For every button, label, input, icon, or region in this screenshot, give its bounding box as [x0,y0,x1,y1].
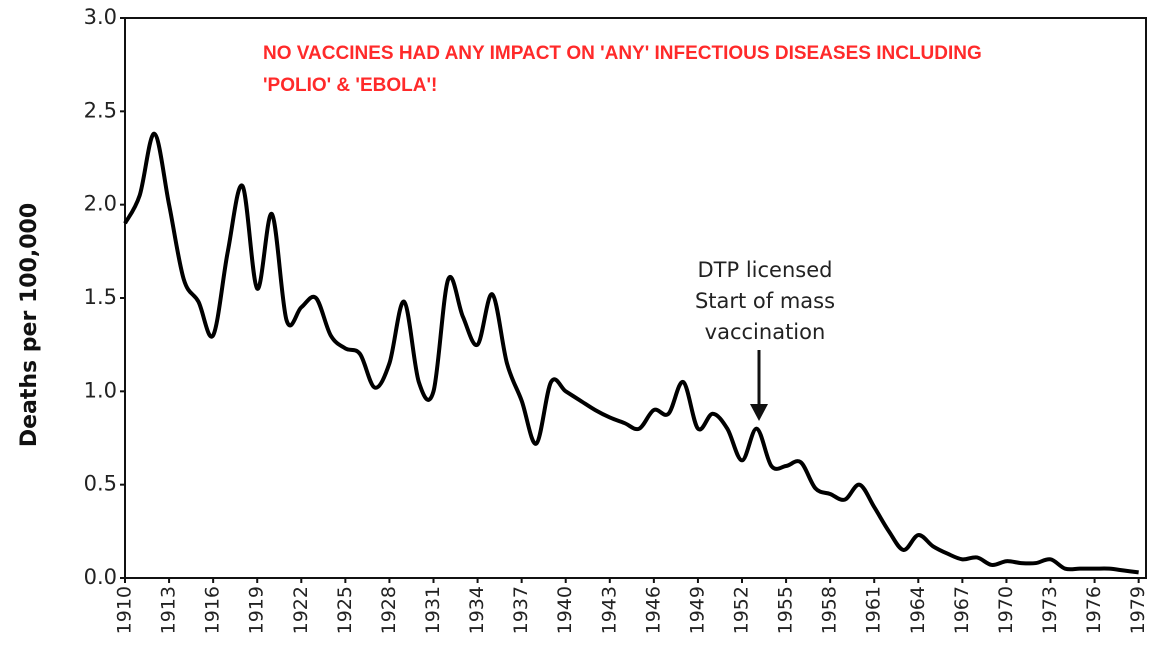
y-tick-label: 2.0 [84,192,117,216]
y-tick-label: 3.0 [84,5,117,29]
x-tick-label: 1973 [1039,586,1061,634]
x-tick-label: 1928 [378,586,400,634]
x-tick-label: 1922 [290,586,312,634]
annotation: Start of mass [695,289,835,313]
x-tick-label: 1967 [951,586,973,634]
x-tick-label: 1937 [510,586,532,634]
x-tick-label: 1925 [334,586,356,634]
y-tick-label: 0.0 [84,565,117,589]
annotation: DTP licensed [698,258,833,282]
x-tick-label: 1931 [422,586,444,634]
chart-title: 'POLIO' & 'EBOLA'! [263,75,437,96]
x-tick-label: 1940 [554,586,576,634]
x-tick-label: 1964 [907,586,929,634]
x-tick-label: 1979 [1127,586,1149,634]
chart-title: NO VACCINES HAD ANY IMPACT ON 'ANY' INFE… [263,43,982,64]
x-tick-label: 1955 [775,586,797,634]
x-tick-label: 1913 [158,586,180,634]
y-tick-label: 2.5 [84,98,117,122]
x-tick-label: 1976 [1083,586,1105,634]
y-tick-label: 1.5 [84,285,117,309]
x-tick-label: 1970 [995,586,1017,634]
annotation: vaccination [705,320,826,344]
data-line [123,131,1139,575]
x-tick-label: 1916 [202,586,224,634]
y-tick-label: 1.0 [84,378,117,402]
x-tick-label: 1943 [598,586,620,634]
x-tick-label: 1952 [731,586,753,634]
x-tick-label: 1934 [466,586,488,634]
x-tick-label: 1919 [246,586,268,634]
y-tick-label: 0.5 [84,472,117,496]
y-axis-label: Deaths per 100,000 [17,203,42,447]
x-tick-label: 1946 [642,586,664,634]
x-tick-label: 1958 [819,586,841,634]
annotation-arrowhead [750,404,768,421]
x-tick-label: 1910 [114,586,136,634]
x-tick-label: 1949 [686,586,708,634]
plot-frame [124,17,1147,579]
x-tick-label: 1961 [863,586,885,634]
